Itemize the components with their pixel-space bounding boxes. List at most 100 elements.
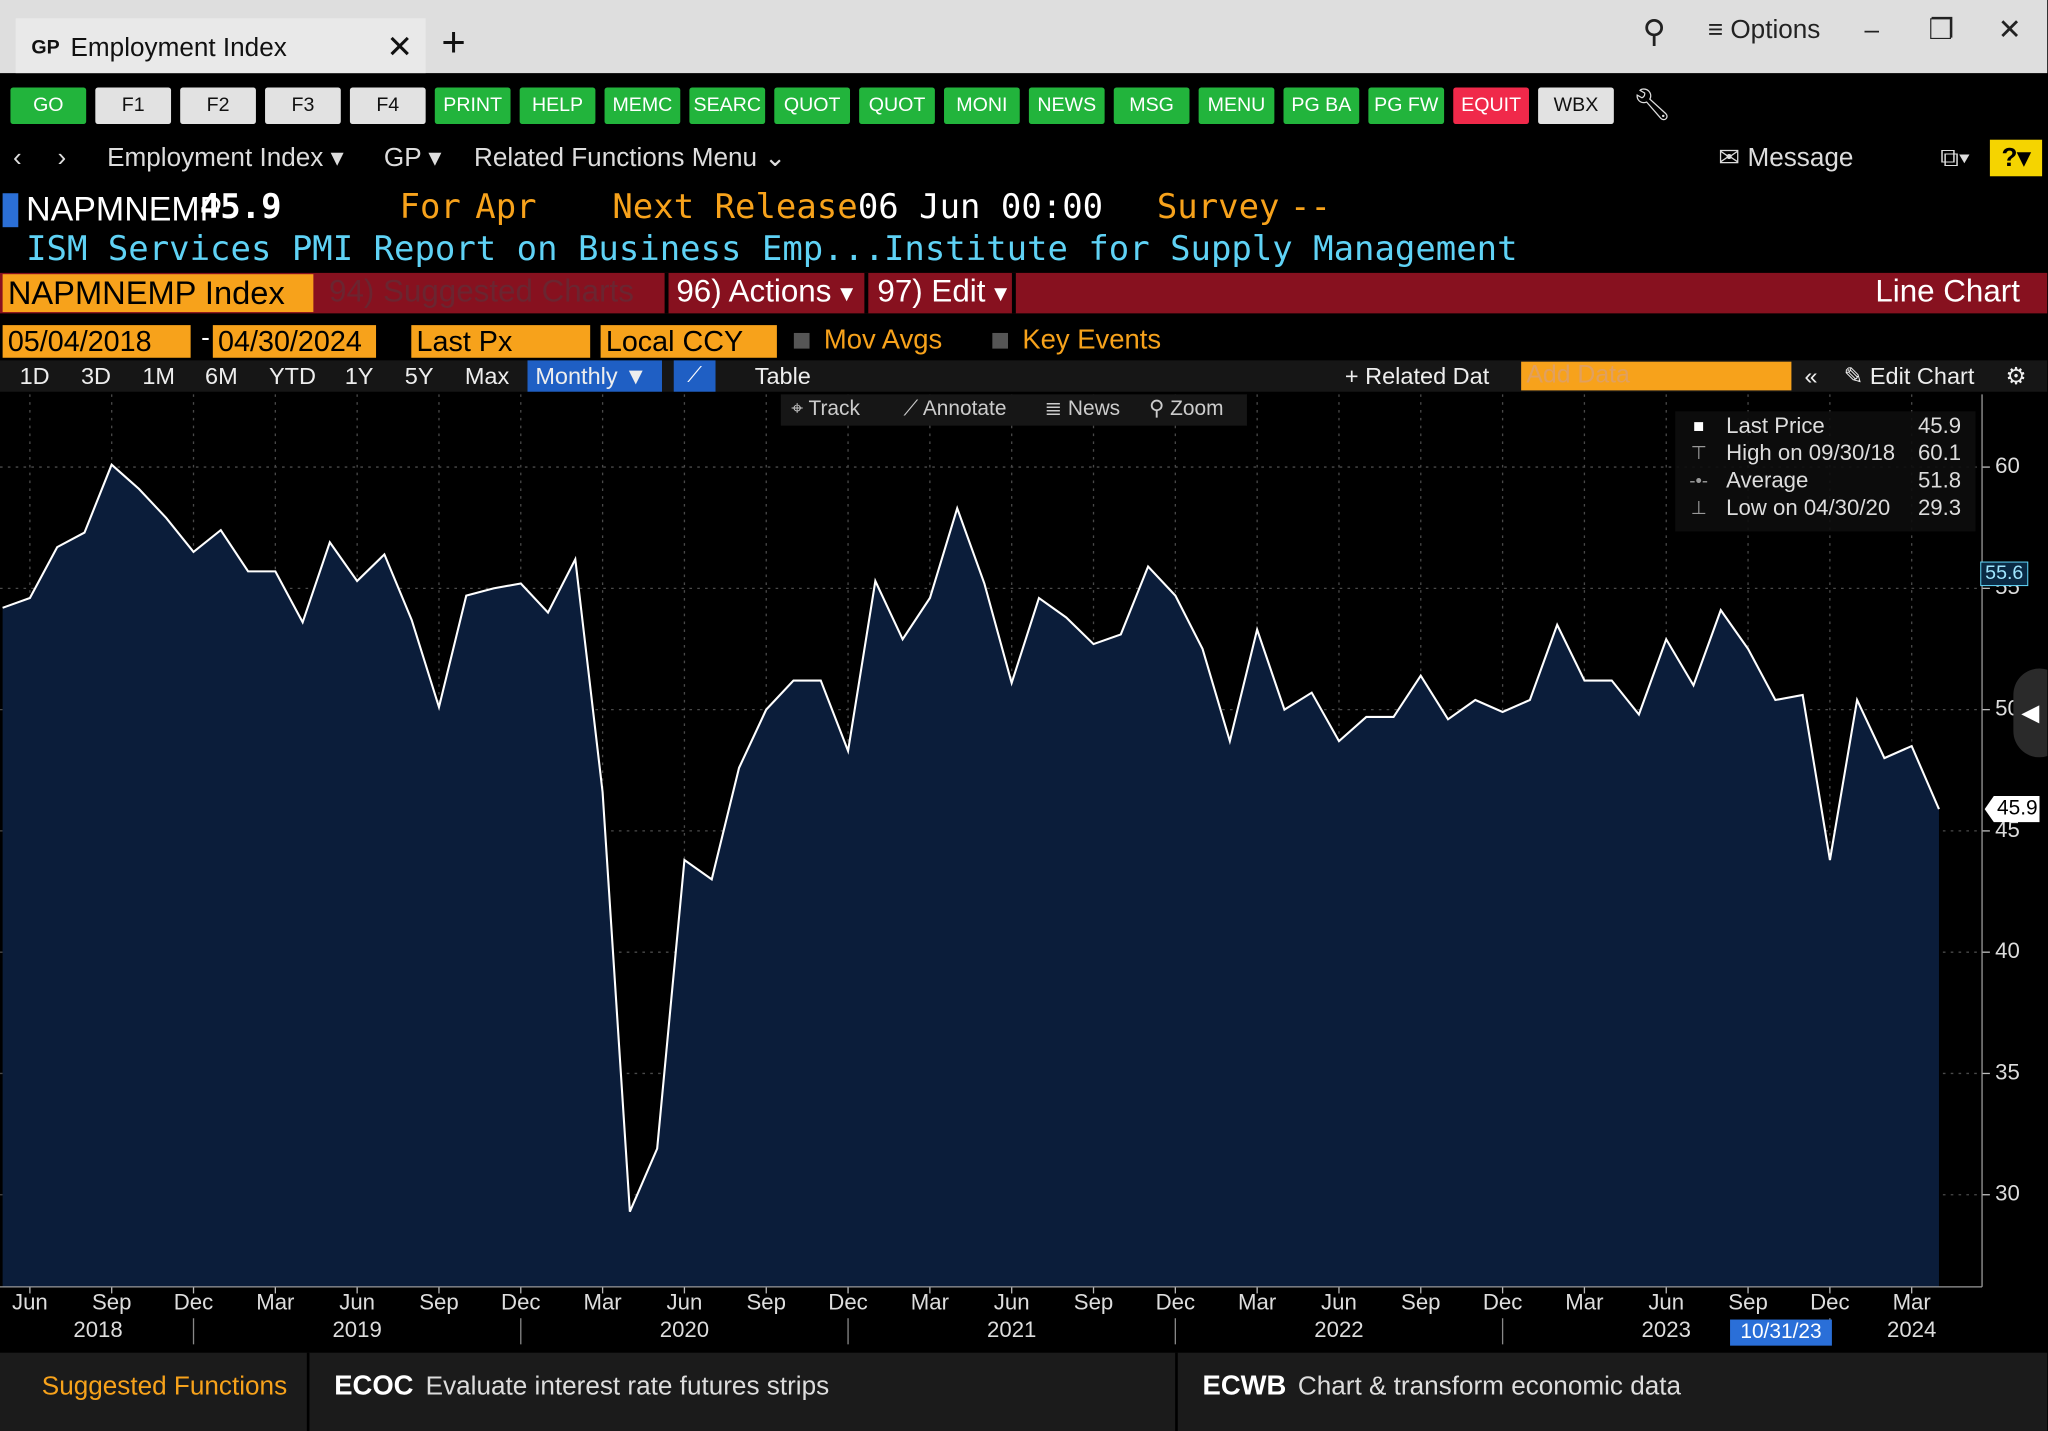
frequency[interactable]: Monthly ▼ <box>535 362 648 390</box>
chart-tool[interactable]: ⌖ Track <box>791 398 860 421</box>
frequency-box[interactable] <box>527 360 662 392</box>
key-events[interactable]: Key Events <box>1022 325 1162 356</box>
toolbar-button[interactable]: WBX <box>1538 87 1614 125</box>
suggested-charts[interactable]: 94) Suggested Charts <box>329 274 634 310</box>
x-tick-label: Mar <box>1565 1290 1604 1315</box>
last-price-label: 45.9 <box>1997 797 2038 820</box>
period-button[interactable]: 6M <box>204 362 238 390</box>
start-date[interactable]: 05/04/2018 <box>2 325 191 358</box>
period-button[interactable]: 1M <box>142 362 175 390</box>
release-label: Next Release <box>612 188 858 228</box>
toolbar-button[interactable]: HELP <box>519 87 596 125</box>
help-button[interactable]: ?▾ <box>1989 139 2043 177</box>
toolbar-button[interactable]: F3 <box>265 87 341 125</box>
chart-tool-label: Track <box>808 398 860 421</box>
x-tick-label: Dec <box>501 1290 540 1315</box>
period-button[interactable]: 5Y <box>404 362 434 390</box>
period-button[interactable]: 3D <box>80 362 112 390</box>
ticker-menu[interactable]: GP ▾ <box>383 143 442 173</box>
checkbox[interactable] <box>793 332 810 349</box>
function-code[interactable]: ECOC <box>334 1370 414 1402</box>
chart-tool[interactable]: ⟋ Annotate <box>903 398 1007 421</box>
legend-label: Last Price <box>1726 413 1825 438</box>
header-ticker: NAPMNEMP <box>26 189 223 229</box>
related-data-label: Related Dat <box>1365 362 1490 390</box>
security-menu[interactable]: Employment Index ▾ <box>107 143 344 173</box>
survey: -- <box>1290 188 1331 228</box>
period-button[interactable]: Max <box>464 362 510 390</box>
security-box[interactable]: NAPMNEMP Index <box>2 274 314 313</box>
toolbar-button[interactable]: F2 <box>180 87 256 125</box>
mov-avgs[interactable]: Mov Avgs <box>823 325 943 356</box>
toolbar-button[interactable]: NEWS <box>1028 87 1105 125</box>
area-fill <box>2 464 1939 1287</box>
divider <box>1011 272 1016 314</box>
edit[interactable]: 97) Edit ▾ <box>877 274 1008 310</box>
tab-close[interactable]: ✕ <box>386 30 413 66</box>
window-menu[interactable]: ⧉▾ <box>1940 143 1970 173</box>
checkbox[interactable] <box>992 332 1009 349</box>
forward[interactable]: › <box>57 143 67 173</box>
toolbar-button[interactable]: MONI <box>944 87 1020 125</box>
x-tick-label: Sep <box>1074 1290 1113 1315</box>
x-tick-label: Mar <box>911 1290 950 1315</box>
settings[interactable]: ⚙ <box>2005 362 2027 390</box>
toolbar-button[interactable]: SEARC <box>689 87 766 125</box>
x-tick-label: Mar <box>583 1290 622 1315</box>
minimize[interactable]: – <box>1864 15 1880 45</box>
related-data[interactable]: + Related Dat <box>1344 362 1490 390</box>
toolbar-button[interactable]: PG BA <box>1283 87 1360 125</box>
chart-tool[interactable]: ⚲ Zoom <box>1149 398 1224 421</box>
toolbar-button[interactable]: MEMC <box>604 87 681 125</box>
date-tag <box>1730 1319 1832 1346</box>
function-code[interactable]: ECWB <box>1202 1370 1287 1402</box>
period-button[interactable]: YTD <box>268 362 316 390</box>
legend-value: 29.3 <box>1918 495 1961 520</box>
chart-tools <box>780 394 1247 426</box>
x-tick-label: Jun <box>994 1290 1030 1315</box>
actions[interactable]: 96) Actions ▾ <box>676 274 854 310</box>
related-menu[interactable]: Related Functions Menu ⌄ <box>473 143 787 173</box>
collapse[interactable]: « <box>1804 362 1818 390</box>
toolbar-button[interactable]: F4 <box>349 87 426 125</box>
function-text[interactable]: Chart & transform economic data <box>1297 1372 1682 1402</box>
edit-chart[interactable]: ✎ Edit Chart <box>1843 362 1975 390</box>
tab[interactable]: GP Employment Index ✕ <box>15 18 426 74</box>
chart-tool-label: News <box>1067 398 1121 421</box>
period-button[interactable]: 1D <box>19 362 50 390</box>
restore[interactable]: ❐ <box>1928 13 1955 46</box>
year-label: 2023 <box>1642 1317 1691 1342</box>
search-icon[interactable]: ⚲ <box>1642 14 1666 50</box>
field[interactable]: Last Px <box>411 325 591 358</box>
settings-wrench[interactable]: 🔧︎ <box>1632 87 1672 123</box>
new-tab[interactable]: + <box>441 18 466 66</box>
currency[interactable]: Local CCY <box>600 325 777 358</box>
back[interactable]: ‹ <box>13 143 22 173</box>
period-button[interactable]: 1Y <box>344 362 374 390</box>
close[interactable]: ✕ <box>1997 13 2022 46</box>
x-tick-label: Jun <box>1321 1290 1357 1315</box>
release: 06 Jun 00:00 <box>857 188 1104 228</box>
legend-value: 45.9 <box>1918 413 1961 438</box>
toolbar-button[interactable]: QUOT <box>774 87 851 125</box>
toolbar-button[interactable]: F1 <box>95 87 172 125</box>
divider <box>864 272 869 314</box>
options-menu[interactable]: ≡ Options <box>1707 15 1821 45</box>
toolbar-button[interactable]: MENU <box>1198 87 1275 125</box>
end-date[interactable]: 04/30/2024 <box>212 325 377 358</box>
chart-view[interactable]: ⟋ <box>673 360 716 392</box>
toolbar-button[interactable]: EQUIT <box>1453 87 1529 125</box>
function-text[interactable]: Evaluate interest rate futures strips <box>425 1372 830 1402</box>
chart-tool[interactable]: ≣ News <box>1044 398 1121 421</box>
toolbar-button[interactable]: MSG <box>1113 87 1190 125</box>
toolbar-button[interactable]: PRINT <box>434 87 511 125</box>
toolbar-button[interactable]: GO <box>10 87 87 125</box>
add-data[interactable]: Add Data <box>1521 361 1792 391</box>
message[interactable]: ✉ Message <box>1718 143 1854 173</box>
legend-icon: ⊤ <box>1691 442 1707 463</box>
table-view[interactable]: Table <box>754 362 811 390</box>
side-panel-toggle[interactable]: ◀ <box>2013 668 2048 758</box>
value-tag-label: 55.6 <box>1985 562 2023 584</box>
toolbar-button[interactable]: QUOT <box>859 87 935 125</box>
toolbar-button[interactable]: PG FW <box>1368 87 1445 125</box>
